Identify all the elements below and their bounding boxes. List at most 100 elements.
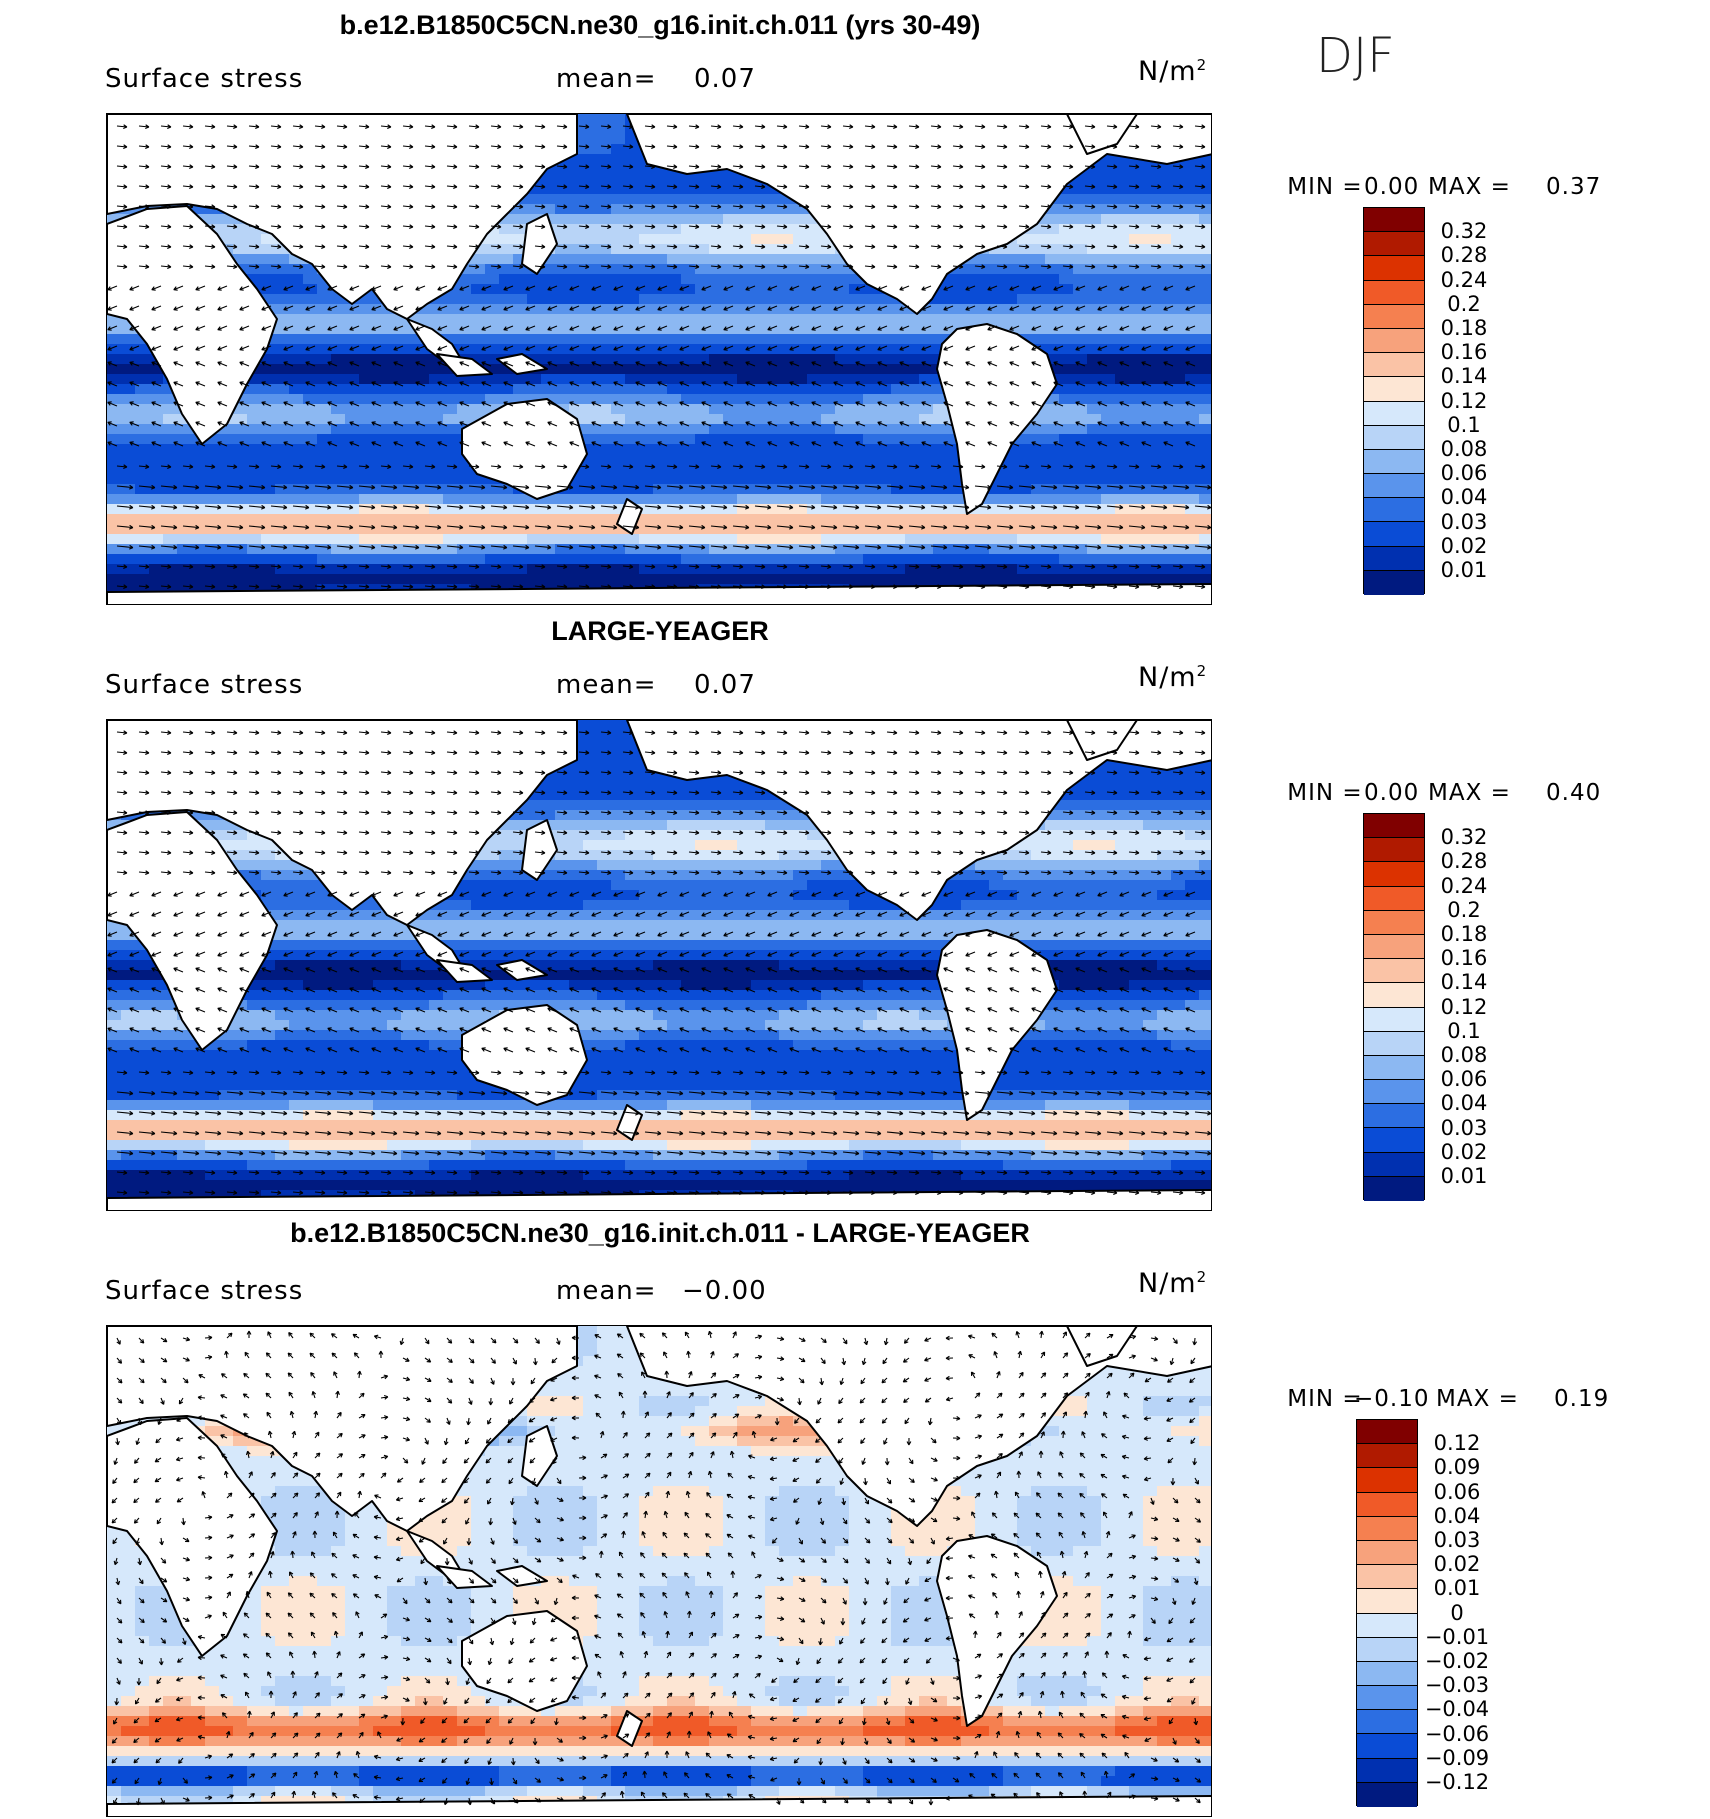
- wind-arrow: [974, 504, 992, 510]
- wind-arrow: [138, 1090, 156, 1096]
- wind-arrow: [248, 124, 260, 130]
- wind-arrow: [1172, 144, 1184, 150]
- wind-arrow: [138, 244, 150, 250]
- wind-arrow: [745, 1027, 756, 1033]
- wind-arrow: [314, 1110, 332, 1116]
- wind-arrow: [996, 524, 1014, 530]
- wind-arrow: [550, 1417, 558, 1422]
- wind-arrow: [886, 1130, 904, 1136]
- wind-arrow: [1009, 325, 1020, 331]
- wind-arrow: [767, 285, 778, 291]
- wind-arrow: [578, 810, 590, 816]
- wind-arrow: [135, 1437, 141, 1446]
- wind-arrow: [1053, 345, 1064, 351]
- wind-arrow: [292, 1070, 304, 1076]
- wind-arrow: [864, 244, 876, 250]
- wind-arrow: [358, 1653, 366, 1659]
- wind-arrow: [182, 564, 194, 570]
- wind-arrow: [393, 951, 404, 957]
- wind-arrow: [380, 1634, 389, 1640]
- wind-arrow: [418, 1777, 426, 1783]
- wind-arrow: [528, 1677, 536, 1683]
- wind-arrow: [996, 1631, 1002, 1639]
- wind-arrow: [987, 931, 998, 937]
- wind-arrow: [789, 951, 800, 957]
- wind-arrow: [129, 951, 140, 957]
- wind-arrow: [701, 305, 712, 311]
- wind-arrow: [151, 987, 162, 993]
- wind-arrow: [1040, 770, 1052, 776]
- wind-arrow: [864, 1517, 871, 1524]
- colorbar-tick-label: 0.01: [1440, 1164, 1488, 1188]
- wind-arrow: [226, 850, 238, 856]
- wind-arrow: [842, 1090, 860, 1096]
- wind-arrow: [798, 750, 810, 756]
- wind-arrow: [1097, 381, 1108, 387]
- wind-arrow: [706, 1491, 712, 1499]
- wind-arrow: [197, 1734, 206, 1740]
- wind-arrow: [974, 1674, 982, 1679]
- wind-arrow: [817, 1397, 822, 1405]
- wind-arrow: [930, 1150, 948, 1156]
- wind-arrow: [747, 1714, 756, 1720]
- colorbar-swatches: [1363, 207, 1425, 595]
- wind-arrow: [987, 325, 998, 331]
- wind-arrow: [1194, 1150, 1211, 1156]
- wind-arrow: [349, 931, 360, 937]
- wind-arrow: [160, 870, 172, 876]
- wind-arrow: [622, 1070, 634, 1076]
- wind-arrow: [1194, 244, 1206, 250]
- wind-arrow: [591, 891, 602, 897]
- wind-arrow: [688, 1631, 694, 1639]
- wind-arrow: [138, 790, 150, 796]
- wind-arrow: [182, 544, 200, 550]
- wind-arrow: [666, 464, 678, 470]
- wind-arrow: [572, 1574, 580, 1579]
- wind-arrow: [864, 124, 876, 130]
- wind-arrow: [789, 987, 800, 993]
- wind-arrow: [292, 524, 310, 530]
- wind-arrow: [402, 870, 414, 876]
- wind-arrow: [701, 401, 712, 407]
- wind-arrow: [437, 401, 448, 407]
- wind-arrow: [952, 770, 964, 776]
- wind-arrow: [534, 184, 546, 190]
- colorbar-tick-label: 0.12: [1440, 994, 1488, 1019]
- wind-arrow: [732, 850, 744, 856]
- wind-arrow: [921, 345, 932, 351]
- wind-arrow: [1009, 1047, 1020, 1053]
- wind-arrow: [217, 931, 228, 937]
- wind-arrow: [952, 564, 964, 570]
- wind-arrow: [974, 770, 986, 776]
- wind-arrow: [1172, 544, 1190, 550]
- wind-arrow: [261, 1027, 272, 1033]
- wind-arrow: [820, 750, 832, 756]
- wind-arrow: [1194, 464, 1206, 470]
- wind-arrow: [1185, 285, 1196, 291]
- wind-arrow: [833, 345, 844, 351]
- wind-arrow: [113, 1797, 118, 1805]
- wind-arrow: [248, 1090, 266, 1096]
- wind-arrow: [991, 1512, 998, 1519]
- wind-arrow: [446, 164, 458, 170]
- wind-arrow: [556, 830, 568, 836]
- wind-arrow: [358, 544, 376, 550]
- wind-arrow: [402, 1170, 414, 1176]
- wind-arrow: [107, 325, 118, 331]
- wind-arrow: [270, 850, 282, 856]
- wind-arrow: [1192, 1337, 1198, 1346]
- wind-arrow: [292, 1170, 304, 1176]
- wind-arrow: [622, 164, 634, 170]
- wind-arrow: [336, 1453, 344, 1459]
- wind-arrow: [908, 164, 920, 170]
- wind-arrow: [952, 1657, 960, 1662]
- wind-arrow: [380, 164, 392, 170]
- wind-arrow: [528, 1437, 536, 1443]
- colorbar-tick-label: 0.02: [1440, 1139, 1488, 1164]
- wind-arrow: [556, 1190, 568, 1196]
- wind-arrow: [305, 401, 316, 407]
- wind-arrow: [437, 305, 448, 311]
- wind-arrow: [393, 361, 404, 367]
- wind-arrow: [617, 1572, 624, 1579]
- wind-arrow: [309, 1352, 316, 1359]
